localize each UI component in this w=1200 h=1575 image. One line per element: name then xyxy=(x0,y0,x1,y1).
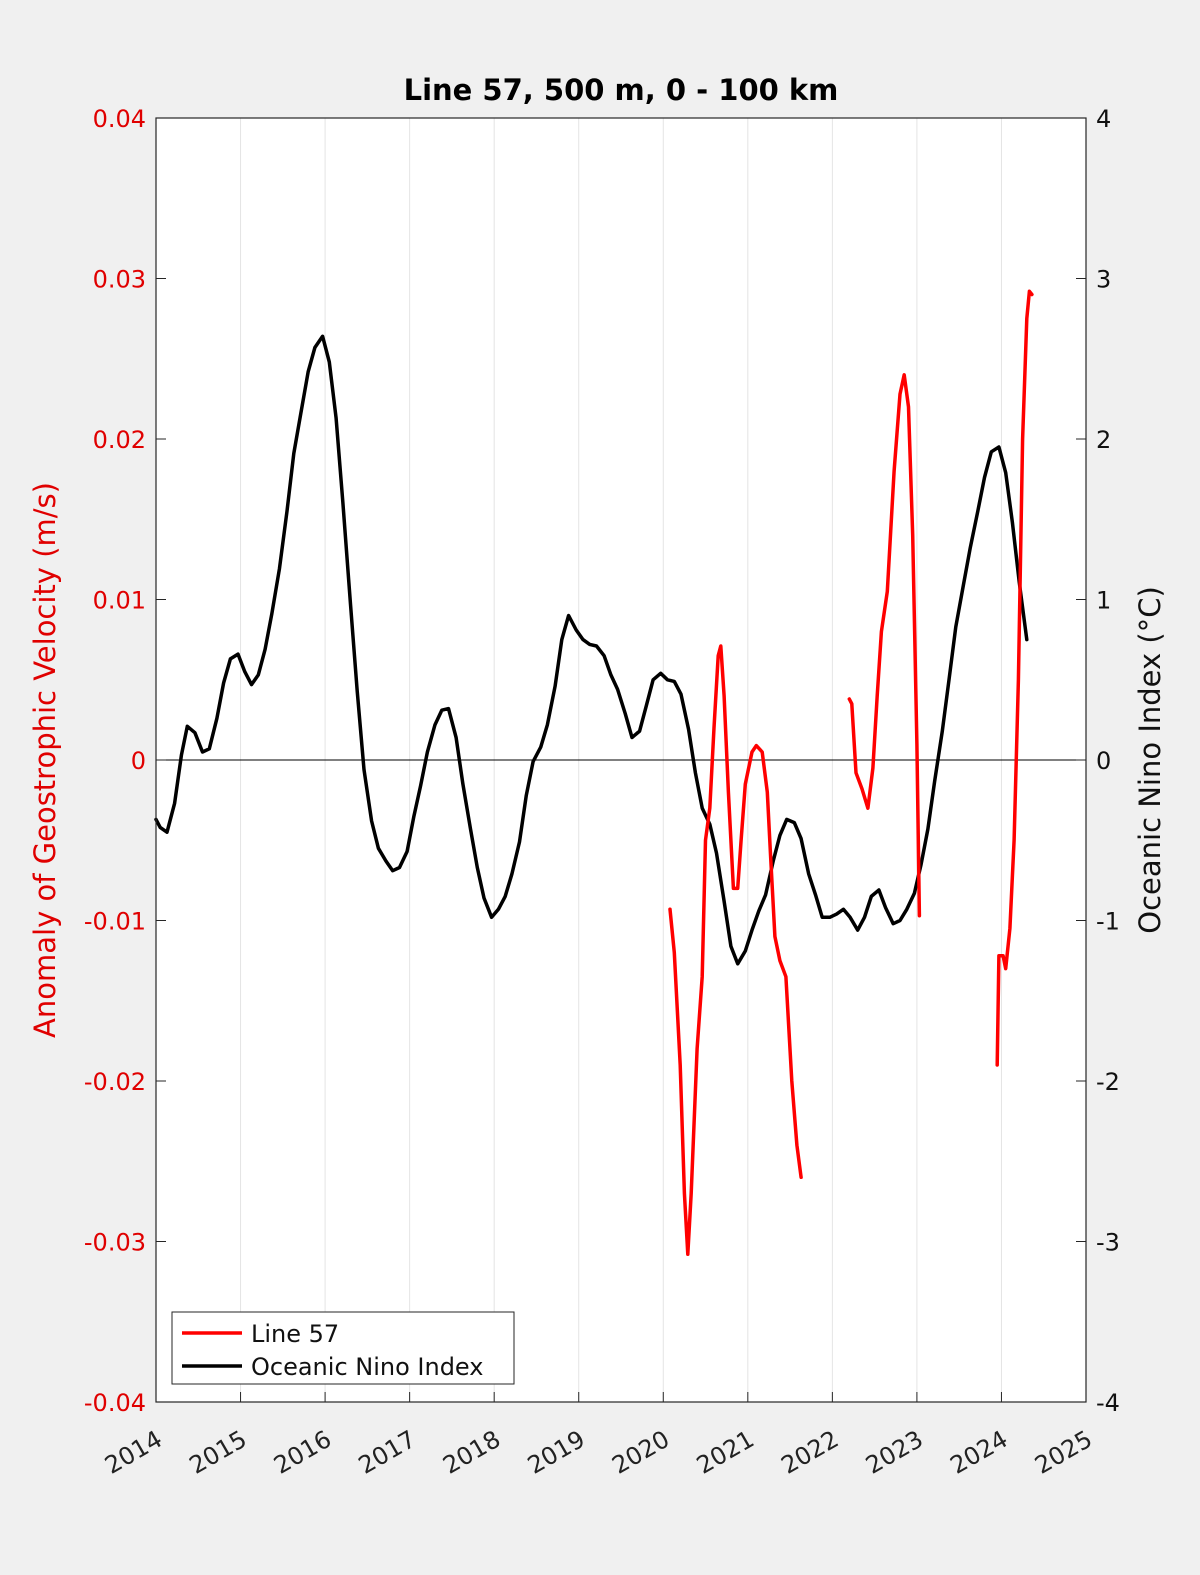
x-tick-label: 2019 xyxy=(523,1425,590,1480)
left-tick-label: -0.01 xyxy=(84,908,146,936)
right-tick-label: -2 xyxy=(1096,1068,1120,1096)
x-tick-label: 2018 xyxy=(438,1425,505,1480)
x-tick-label: 2025 xyxy=(1030,1425,1097,1480)
left-tick-label: 0.03 xyxy=(93,266,146,294)
right-axis-ticks: -4 -3 -2 -1 0 1 2 3 4 xyxy=(1076,105,1120,1417)
left-tick-label: 0.04 xyxy=(93,105,146,133)
right-tick-label: -1 xyxy=(1096,908,1120,936)
x-tick-label: 2024 xyxy=(946,1425,1013,1480)
x-tick-label: 2016 xyxy=(269,1425,336,1480)
series-oceanic-nino-index xyxy=(154,334,1029,966)
right-tick-label: -3 xyxy=(1096,1229,1120,1257)
legend-line57-label: Line 57 xyxy=(251,1320,339,1348)
chart-title: Line 57, 500 m, 0 - 100 km xyxy=(404,73,839,107)
x-tick-label: 2021 xyxy=(692,1425,759,1480)
left-tick-label: -0.04 xyxy=(84,1389,146,1417)
x-axis-ticks: 2014 2015 2016 2017 2018 2019 2020 2021 2022 2023… xyxy=(100,1392,1097,1480)
left-tick-label: -0.02 xyxy=(84,1068,146,1096)
x-tick-label: 2015 xyxy=(185,1425,252,1480)
oni-line xyxy=(154,334,1029,966)
line57-segment xyxy=(995,289,1034,1067)
left-tick-label: 0 xyxy=(131,747,146,775)
series-line-57 xyxy=(668,289,1034,1257)
legend-box xyxy=(171,1311,515,1385)
right-tick-label: 2 xyxy=(1096,426,1111,454)
left-axis-ticks: -0.04 -0.03 -0.02 -0.01 0 0.01 0.02 0.03 0.04 xyxy=(84,105,166,1417)
x-tick-label: 2022 xyxy=(776,1425,843,1480)
right-tick-label: 4 xyxy=(1096,105,1111,133)
left-tick-label: -0.03 xyxy=(84,1229,146,1257)
right-tick-label: -4 xyxy=(1096,1389,1120,1417)
x-tick-label: 2017 xyxy=(354,1425,421,1480)
line57-segment xyxy=(668,644,803,1257)
x-tick-label: 2023 xyxy=(861,1425,928,1480)
x-tick-label: 2014 xyxy=(100,1425,167,1480)
legend: Line 57 Oceanic Nino Index xyxy=(171,1311,515,1385)
left-tick-label: 0.02 xyxy=(93,426,146,454)
right-tick-label: 3 xyxy=(1096,266,1111,294)
x-tick-label: 2020 xyxy=(607,1425,674,1480)
line57-segment xyxy=(847,373,922,918)
left-tick-label: 0.01 xyxy=(93,587,146,615)
legend-oni-label: Oceanic Nino Index xyxy=(251,1353,483,1381)
left-axis-label: Anomaly of Geostrophic Velocity (m/s) xyxy=(28,482,62,1038)
right-tick-label: 1 xyxy=(1096,587,1111,615)
right-tick-label: 0 xyxy=(1096,747,1111,775)
right-axis-label: Oceanic Nino Index (°C) xyxy=(1133,586,1167,934)
